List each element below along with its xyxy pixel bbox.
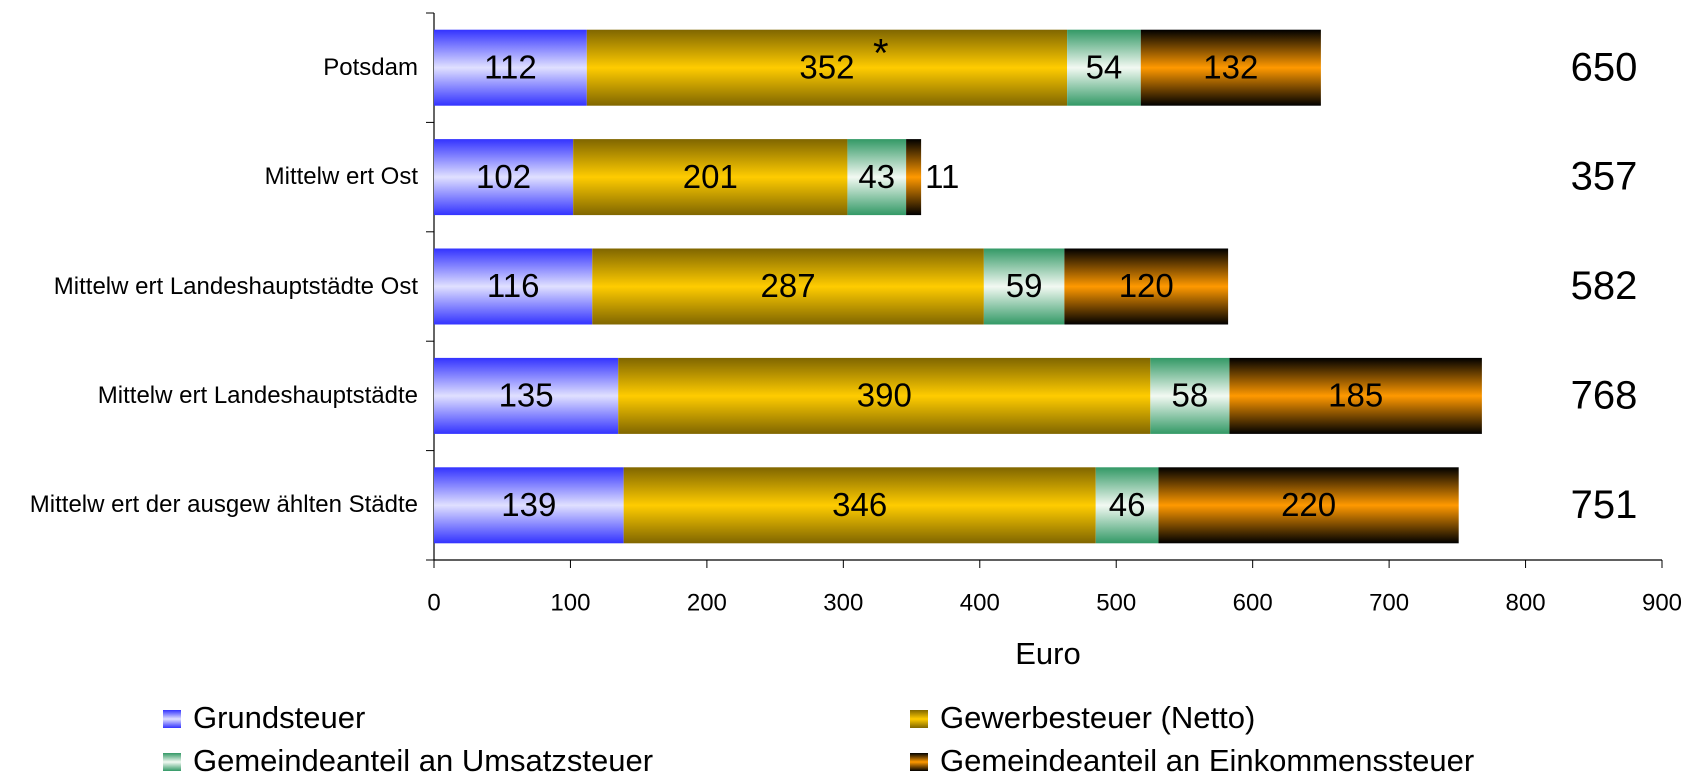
x-tick-label: 600: [1233, 589, 1273, 616]
value-label: 58: [1172, 377, 1209, 414]
value-label: 346: [832, 486, 887, 523]
bar-segment: [1095, 467, 1159, 544]
bar-segment: [573, 139, 848, 216]
y-tick-label: Mittelw ert Landeshauptstädte Ost: [0, 242, 418, 332]
legend-label: Gemeindeanteil an Einkommenssteuer: [940, 743, 1474, 778]
x-tick-label: 400: [960, 589, 1000, 616]
value-label: 287: [761, 267, 816, 304]
bar-segment: [1150, 357, 1230, 434]
value-label: 352: [799, 48, 854, 85]
bar-segment: [434, 139, 574, 216]
value-label: 43: [858, 158, 895, 195]
total-label: 582: [1571, 264, 1638, 308]
bar-segment: [1067, 29, 1141, 106]
x-tick-label: 500: [1096, 589, 1136, 616]
bar-segment: [434, 29, 587, 106]
category-text: Mittelw ert Ost: [264, 163, 418, 191]
x-axis-title: Euro: [1015, 636, 1080, 671]
bar-segment: [1140, 29, 1321, 106]
value-label: 54: [1086, 48, 1123, 85]
value-label: 220: [1281, 486, 1336, 523]
bar-segment: [1158, 467, 1459, 544]
y-tick-label: Mittelw ert Landeshauptstädte: [0, 351, 418, 441]
bar-segment: [1064, 248, 1229, 325]
value-label: 185: [1328, 377, 1383, 414]
legend-label: Gewerbesteuer (Netto): [940, 700, 1255, 735]
bar-segment: [434, 467, 624, 544]
total-label: 357: [1571, 155, 1638, 199]
legend-label: Grundsteuer: [193, 700, 365, 735]
bar-segment: [906, 139, 922, 216]
value-label: 116: [487, 267, 540, 304]
bar-segment: [434, 357, 619, 434]
legend-label: Gemeindeanteil an Umsatzsteuer: [193, 743, 653, 778]
y-tick-label: Mittelw ert der ausgew ählten Städte: [0, 460, 418, 550]
legend-swatch: [910, 710, 928, 728]
value-label: 132: [1203, 48, 1258, 85]
x-tick-label: 200: [687, 589, 727, 616]
total-label: 650: [1571, 45, 1638, 89]
total-label: 751: [1571, 483, 1638, 527]
value-label: 59: [1006, 267, 1043, 304]
x-tick-label: 300: [823, 589, 863, 616]
bar-segment: [1229, 357, 1482, 434]
legend-swatch: [163, 753, 181, 771]
x-tick-label: 800: [1506, 589, 1546, 616]
legend-swatch: [163, 710, 181, 728]
bar-segment: [592, 248, 984, 325]
value-label: 201: [683, 158, 738, 195]
x-tick-label: 700: [1369, 589, 1409, 616]
value-label: 11: [925, 158, 959, 195]
annotation: *: [873, 31, 889, 75]
legend-swatch: [910, 753, 928, 771]
category-text: Mittelw ert Landeshauptstädte: [97, 381, 418, 409]
category-text: Mittelw ert Landeshauptstädte Ost: [53, 272, 418, 300]
y-tick-label: Potsdam: [0, 23, 418, 113]
value-label: 139: [501, 486, 556, 523]
value-label: 390: [857, 377, 912, 414]
bar-segment: [586, 29, 1068, 106]
bar-segment: [847, 139, 907, 216]
value-label: 120: [1119, 267, 1174, 304]
bar-segment: [623, 467, 1096, 544]
x-tick-label: 0: [427, 589, 440, 616]
value-label: 102: [476, 158, 531, 195]
bar-segment: [434, 248, 593, 325]
x-tick-label: 100: [550, 589, 590, 616]
x-tick-label: 900: [1642, 589, 1682, 616]
category-text: Potsdam: [323, 53, 418, 81]
value-label: 46: [1109, 486, 1146, 523]
value-label: 135: [499, 377, 554, 414]
value-label: 112: [484, 48, 537, 85]
category-text: Mittelw ert der ausgew ählten Städte: [29, 491, 418, 519]
total-label: 768: [1571, 373, 1638, 417]
bar-segment: [983, 248, 1065, 325]
y-tick-label: Mittelw ert Ost: [0, 132, 418, 222]
bar-segment: [618, 357, 1151, 434]
